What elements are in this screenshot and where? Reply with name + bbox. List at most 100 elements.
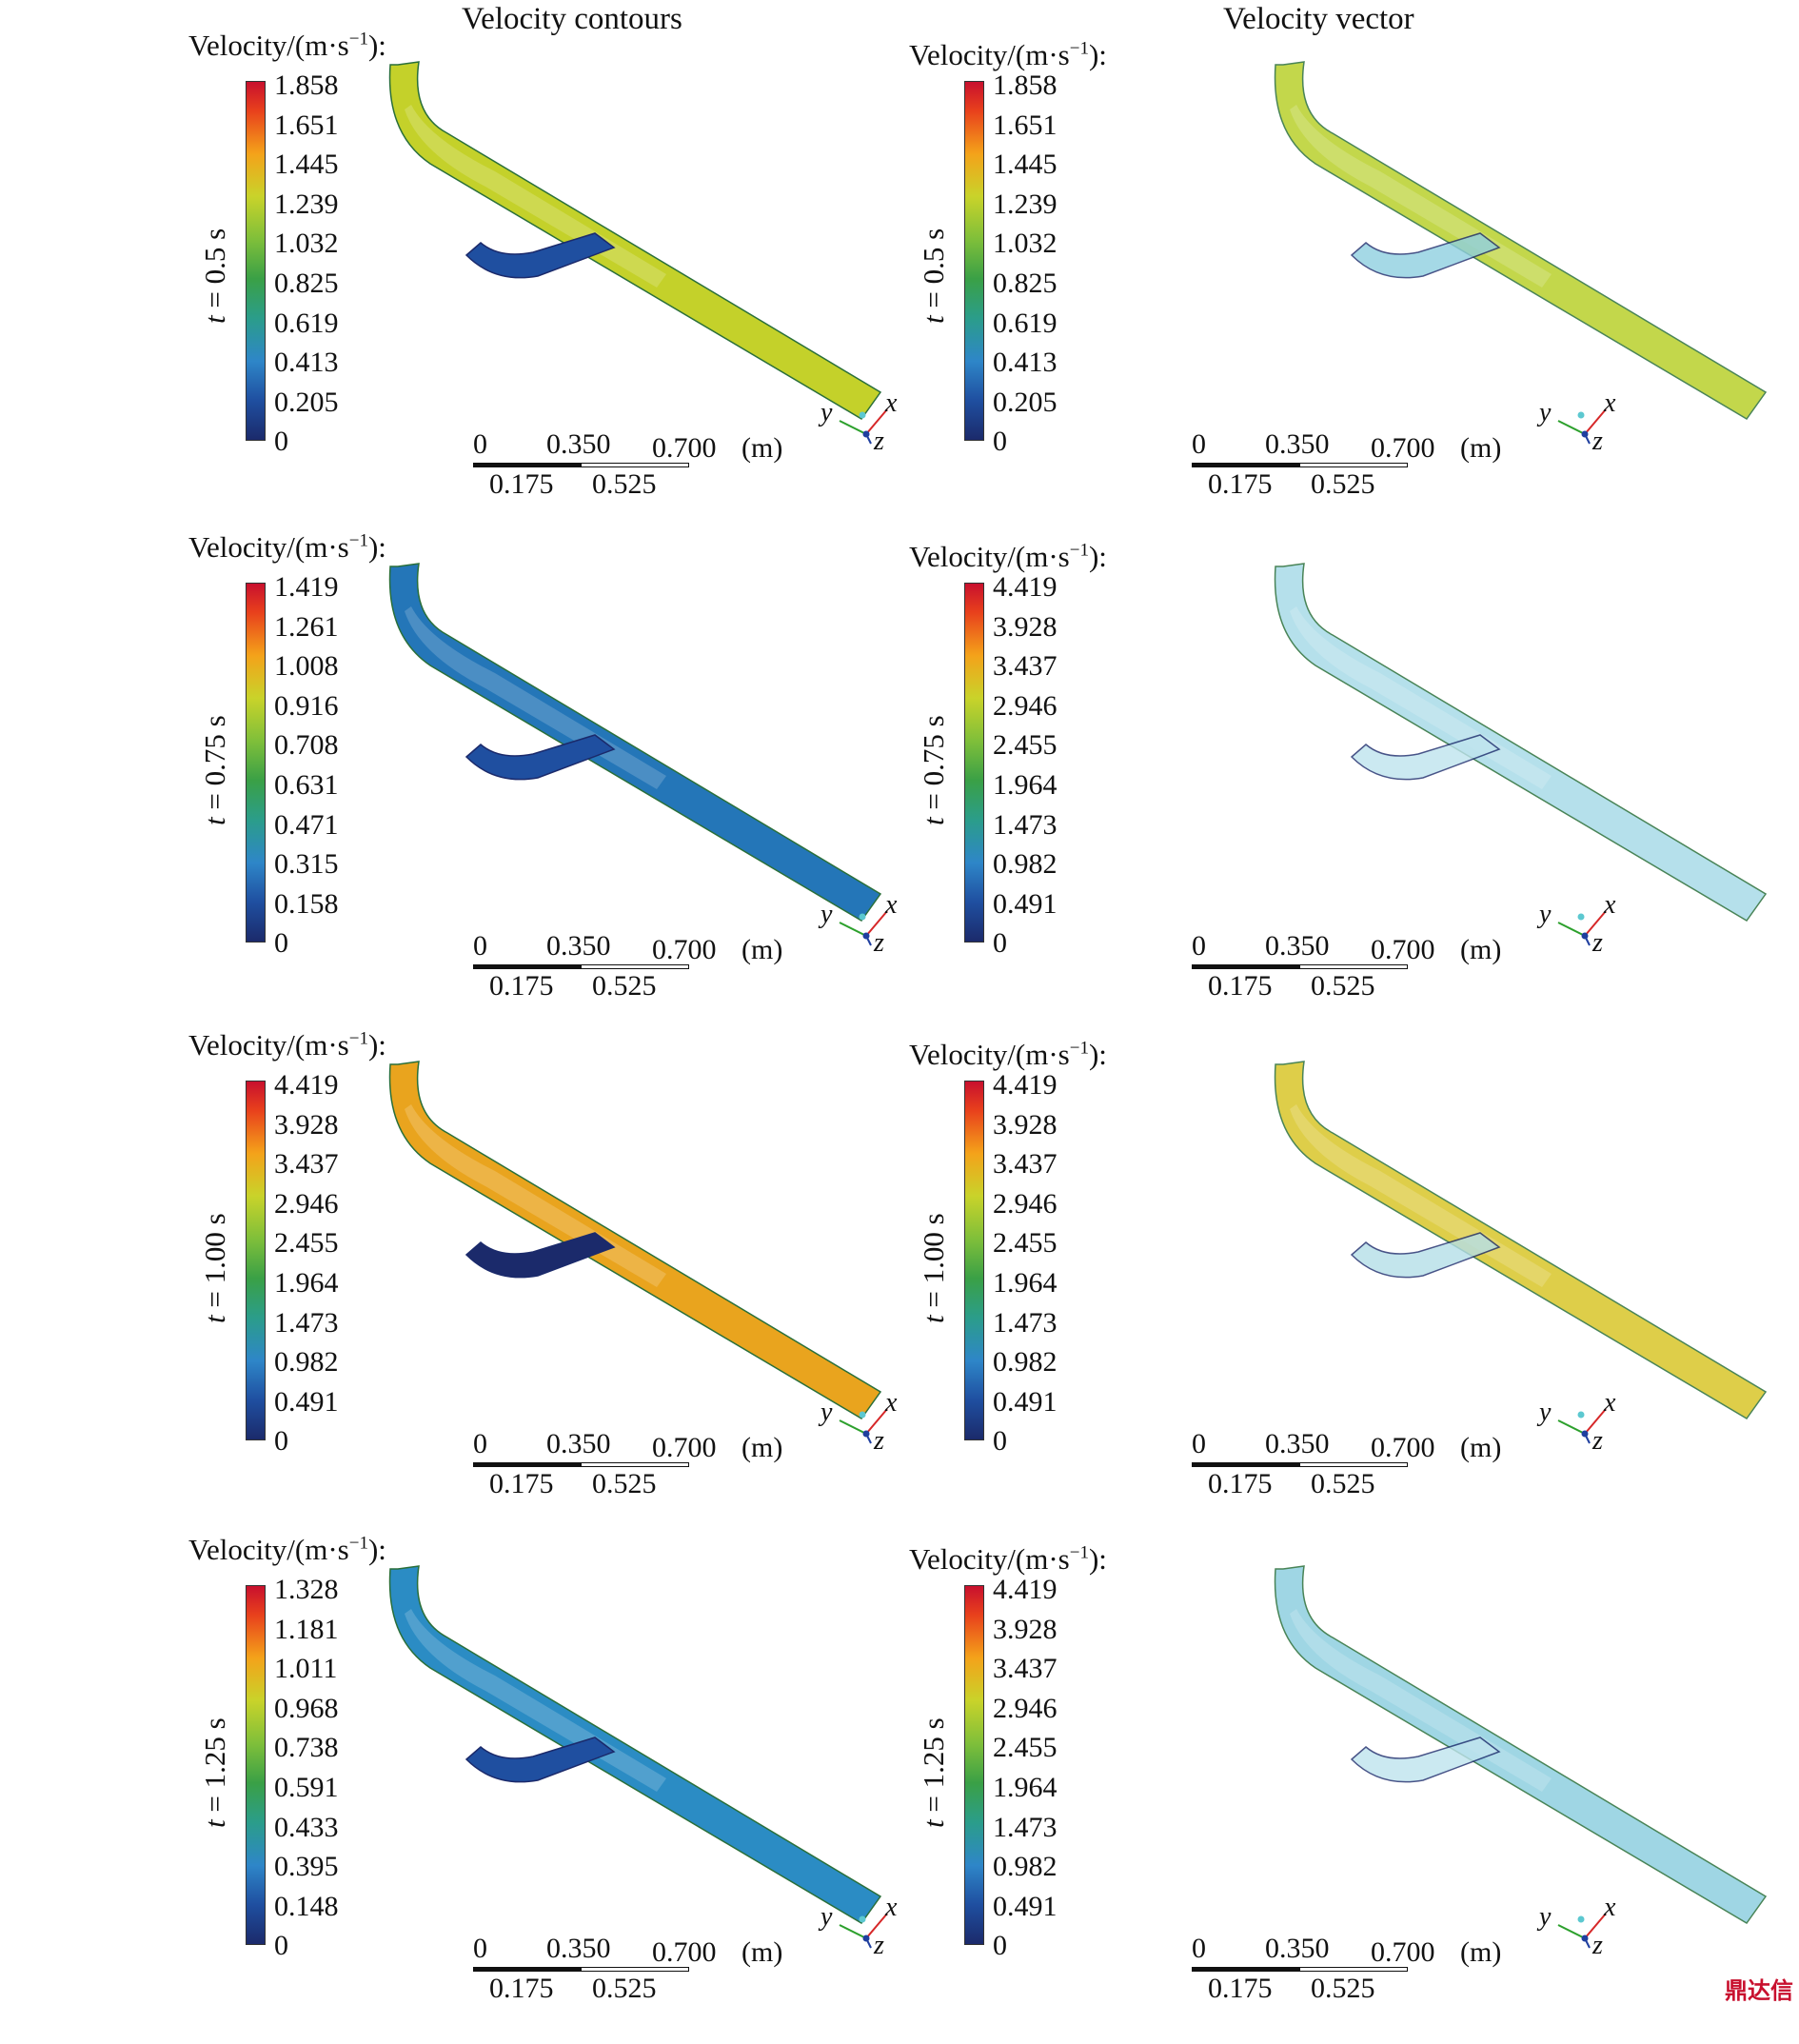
colorbar-tick-label: 1.473 (993, 808, 1058, 841)
scale-bar-segment-dark (473, 964, 581, 969)
colorbar-tick-label: 0.825 (274, 268, 339, 299)
scale-unit: (m) (1460, 432, 1502, 464)
scale-label: 0.700 (1371, 934, 1435, 965)
colorbar-tick-label: 2.946 (993, 1187, 1058, 1220)
colorbar-tick-label: 1.964 (993, 1772, 1058, 1803)
contour-panel-2: Velocity/(m·s−1): 1.419 1.261 1.008 0.916 0.7… (0, 530, 900, 1042)
scale-label: 0.525 (1311, 1468, 1375, 1499)
colorbar-tick-label: 3.928 (993, 610, 1058, 643)
colorbar-tick-label: 1.651 (993, 109, 1058, 141)
main-pipe (388, 1565, 882, 1924)
scale-label: 0 (473, 428, 487, 460)
velocity-vector-pipe (1274, 563, 1768, 922)
main-pipe (1274, 61, 1768, 420)
axis-label-z: z (874, 427, 884, 456)
axis-label-z: z (874, 1426, 884, 1456)
colorbar-tick-label: 1.473 (274, 1306, 339, 1339)
colorbar-tick-label: 1.008 (274, 650, 339, 683)
colorbar-tick-label: 0.471 (274, 808, 339, 841)
axis-triad: x y z (1537, 1388, 1623, 1456)
main-pipe (388, 61, 882, 420)
colorbar-tick-label: 1.858 (274, 69, 339, 101)
axis-label-z: z (1592, 1426, 1603, 1456)
scale-label: 0.175 (489, 970, 554, 1002)
axis-label-z: z (1592, 427, 1603, 456)
vector-panel-2: Velocity/(m·s−1): 4.419 3.928 3.437 2.946 2.4… (900, 540, 1799, 1042)
axis-label-x: x (1604, 1388, 1616, 1418)
colorbar-tick-label: 0.491 (274, 1385, 339, 1418)
scale-label: 0 (1192, 1428, 1206, 1459)
scale-label: 0.700 (652, 1936, 717, 1968)
velocity-vector-pipe (1274, 1061, 1768, 1419)
axis-label-y: y (1539, 1398, 1552, 1427)
colorbar-tick-label: 1.032 (274, 228, 339, 260)
scale-label: 0 (473, 1428, 487, 1459)
colorbar-tick-label: 1.239 (993, 188, 1058, 220)
contour-panel-4: Velocity/(m·s−1): 1.328 1.181 1.011 0.968 0.7… (0, 1533, 900, 2044)
scale-unit: (m) (741, 1432, 783, 1463)
colorbar (246, 583, 266, 943)
scale-label: 0.175 (489, 468, 554, 500)
colorbar-tick-label: 0.982 (274, 1346, 339, 1379)
scale-label: 0.350 (1265, 1933, 1330, 1964)
branch-pipe (465, 1232, 616, 1279)
branch-pipe (1350, 734, 1501, 781)
axis-triad: x y z (819, 1893, 904, 1960)
vector-panel-1: Velocity/(m·s−1): 1.858 1.651 1.445 1.239 1.0… (900, 38, 1799, 540)
colorbar-tick-label: 3.437 (993, 1148, 1058, 1181)
scale-label: 0.700 (1371, 1936, 1435, 1968)
colorbar-tick-label: 2.455 (274, 1227, 339, 1260)
scale-label: 0 (1192, 930, 1206, 962)
colorbar-tick-label: 0.158 (274, 887, 339, 920)
colorbar-tick-label: 1.261 (274, 610, 339, 643)
scale-label: 0.525 (592, 1973, 657, 2004)
axis-label-x: x (885, 1388, 898, 1418)
scale-label: 0.700 (652, 934, 717, 965)
scale-bar-segment-light (1299, 1462, 1408, 1467)
scale-label: 0.350 (546, 428, 611, 460)
scale-bar-segment-dark (473, 1967, 581, 1972)
colorbar-tick-label: 2.455 (993, 1732, 1058, 1764)
scale-label: 0.350 (546, 1428, 611, 1459)
scale-label: 0.700 (1371, 1432, 1435, 1463)
axis-label-x: x (1604, 890, 1616, 920)
scale-label: 0.525 (592, 468, 657, 500)
scale-label: 0 (1192, 1933, 1206, 1964)
colorbar-title: Velocity/(m·s−1): (188, 530, 386, 564)
axis-label-y: y (1539, 900, 1552, 929)
scale-label: 0.350 (1265, 1428, 1330, 1459)
axis-arrows (1557, 1913, 1607, 1949)
colorbar-tick-label: 3.437 (993, 1653, 1058, 1685)
colorbar-tick-label: 1.445 (274, 149, 339, 181)
main-pipe (388, 1061, 882, 1419)
vector-column-title: Velocity vector (1223, 2, 1414, 36)
colorbar-tick-label: 1.328 (274, 1574, 339, 1605)
scale-label: 0.175 (1208, 970, 1273, 1002)
scale-bar-segment-dark (473, 463, 581, 467)
colorbar-tick-label: 0.395 (274, 1851, 339, 1883)
scale-label: 0 (473, 1933, 487, 1964)
branch-pipe (1350, 1232, 1501, 1279)
scale-bar-segment-dark (1192, 964, 1299, 969)
main-pipe (1274, 1061, 1768, 1419)
scale-label: 0.350 (546, 930, 611, 962)
axis-label-z: z (1592, 928, 1603, 958)
scale-bar-segment-dark (1192, 463, 1299, 467)
axis-label-x: x (1604, 388, 1616, 418)
scale-bar-segment-light (1299, 463, 1408, 467)
axis-arrows (1557, 1408, 1607, 1444)
colorbar (246, 1081, 266, 1440)
scale-bar-segment-light (1299, 964, 1408, 969)
scale-bar-segment-light (581, 1967, 689, 1972)
colorbar-tick-label: 0.491 (993, 1890, 1058, 1922)
colorbar (964, 1081, 984, 1440)
scale-unit: (m) (1460, 934, 1502, 965)
colorbar-tick-label: 3.928 (993, 1613, 1058, 1645)
branch-pipe (465, 232, 616, 279)
colorbar-tick-label: 1.239 (274, 188, 339, 220)
colorbar-tick-label: 0 (993, 1425, 1007, 1458)
colorbar-tick-label: 1.651 (274, 109, 339, 141)
axis-label-x: x (885, 890, 898, 920)
axis-label-y: y (1539, 1902, 1552, 1932)
colorbar-tick-label: 1.445 (993, 149, 1058, 181)
